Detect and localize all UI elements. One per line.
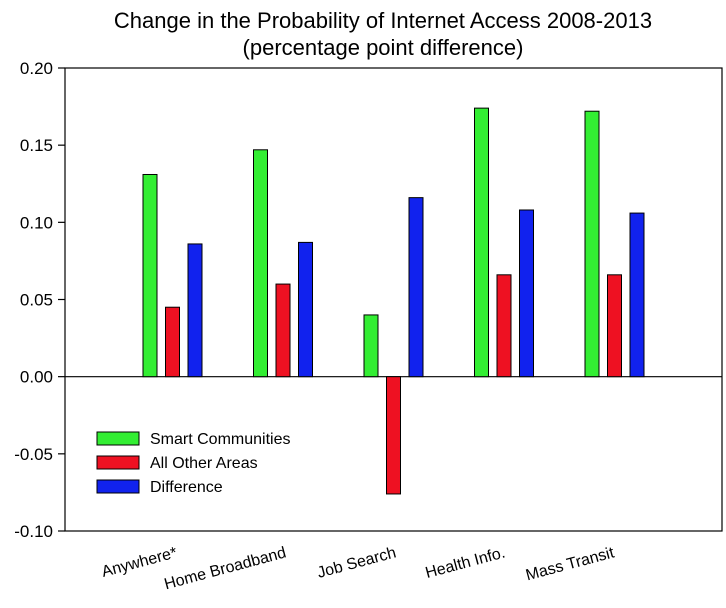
legend-label: Difference	[150, 479, 223, 496]
bar-smart-communities-4	[474, 107, 489, 378]
bar-difference-3	[408, 197, 424, 378]
y-tick-label: -0.10	[14, 522, 53, 541]
bar-smart-communities-1	[142, 173, 158, 378]
y-tick-label: -0.05	[14, 445, 53, 464]
legend-label: All Other Areas	[150, 455, 258, 472]
bar-difference-4	[519, 209, 534, 378]
x-tick-label: Health Info.	[424, 544, 507, 582]
bar-difference-1	[187, 243, 203, 378]
chart-subtitle: (percentage point difference)	[243, 35, 524, 60]
y-tick-label: 0.05	[20, 291, 53, 310]
bar-all-other-areas-1	[165, 306, 180, 378]
chart-title: Change in the Probability of Internet Ac…	[114, 8, 652, 33]
legend-swatch	[96, 479, 140, 494]
bar-all-other-areas-4	[496, 274, 512, 378]
bar-smart-communities-2	[253, 149, 268, 378]
y-tick-label: 0.20	[20, 59, 53, 78]
legend-swatch	[96, 455, 140, 470]
bar-all-other-areas-2	[275, 283, 291, 378]
bar-difference-2	[298, 241, 313, 378]
legend-swatch	[96, 431, 140, 446]
legend-label: Smart Communities	[150, 431, 290, 448]
y-tick-label: 0.10	[20, 213, 53, 232]
x-tick-label: Job Search	[315, 544, 398, 581]
x-tick-label: Home Broadband	[162, 544, 288, 593]
bar-difference-5	[629, 212, 645, 378]
bar-smart-communities-3	[363, 314, 379, 378]
x-tick-label: Mass Transit	[524, 544, 617, 584]
y-tick-label: 0.15	[20, 136, 53, 155]
bar-smart-communities-5	[584, 110, 600, 378]
y-tick-label: 0.00	[20, 368, 53, 387]
bar-all-other-areas-5	[607, 274, 622, 378]
bar-all-other-areas-3	[386, 376, 401, 495]
